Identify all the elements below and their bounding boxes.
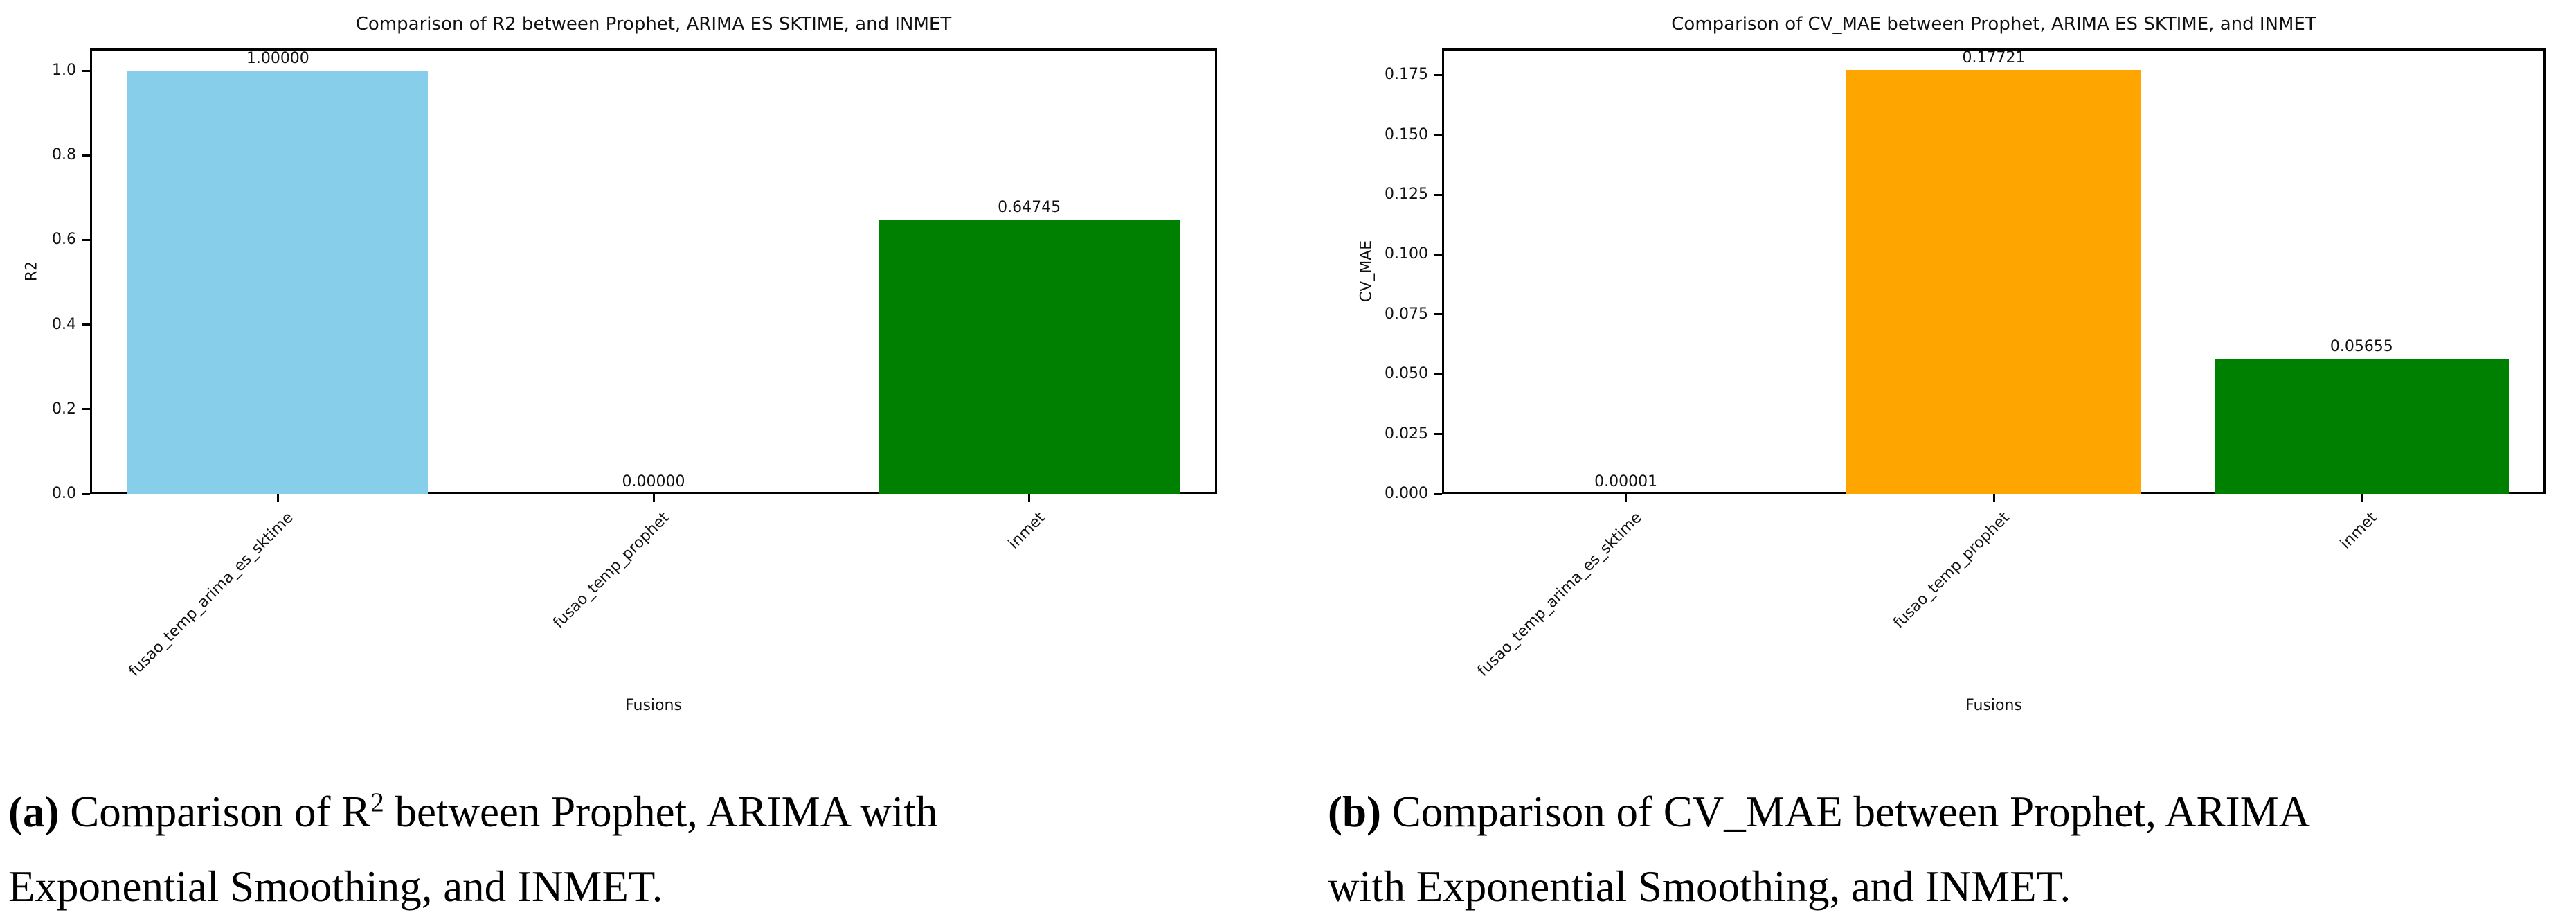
- x-tick: [2360, 494, 2363, 502]
- caption-a: (a) Comparison of R2 between Prophet, AR…: [8, 774, 1116, 924]
- bar-value-label: 0.00001: [1594, 472, 1658, 490]
- y-tick-label: 0.000: [1385, 485, 1428, 502]
- chart-cvmae-xlabel: Fusions: [1965, 697, 2022, 714]
- x-tick: [1992, 494, 1995, 502]
- chart-r2: Comparison of R2 between Prophet, ARIMA …: [0, 0, 1288, 748]
- y-tick: [1434, 492, 1442, 495]
- y-tick: [1434, 73, 1442, 76]
- bar: [1846, 69, 2141, 494]
- chart-cvmae: Comparison of CV_MAE between Prophet, AR…: [1288, 0, 2576, 748]
- y-tick: [82, 408, 90, 411]
- y-tick: [82, 154, 90, 157]
- x-tick: [1625, 494, 1628, 502]
- chart-r2-ylabel: R2: [23, 260, 41, 281]
- y-tick-label: 0.175: [1385, 66, 1428, 84]
- y-tick: [1434, 253, 1442, 256]
- y-tick-label: 0.0: [52, 485, 76, 502]
- x-tick: [652, 494, 655, 502]
- y-tick: [82, 492, 90, 495]
- x-tick: [276, 494, 279, 502]
- caption-a-line2: Exponential Smoothing, and INMET.: [8, 862, 663, 911]
- y-tick: [82, 323, 90, 326]
- y-tick-label: 0.150: [1385, 125, 1428, 143]
- bar-value-label: 1.00000: [246, 50, 309, 67]
- caption-b-line2: with Exponential Smoothing, and INMET.: [1328, 862, 2071, 911]
- y-tick: [82, 69, 90, 72]
- y-tick-label: 0.075: [1385, 305, 1428, 323]
- bar: [2214, 358, 2509, 494]
- y-tick-label: 0.2: [52, 400, 76, 418]
- y-tick-label: 0.4: [52, 315, 76, 333]
- caption-b-text: Comparison of CV_MAE between Prophet, AR…: [1381, 788, 2311, 836]
- bar-value-label: 0.64745: [998, 199, 1061, 217]
- bar: [879, 220, 1180, 494]
- y-tick-label: 0.050: [1385, 365, 1428, 383]
- bar-value-label: 0.05655: [2330, 337, 2393, 355]
- y-tick-label: 0.100: [1385, 245, 1428, 263]
- bar-value-label: 0.00000: [622, 473, 685, 490]
- y-tick-label: 0.025: [1385, 425, 1428, 443]
- y-tick: [1434, 373, 1442, 375]
- chart-cvmae-title: Comparison of CV_MAE between Prophet, AR…: [1671, 14, 2316, 35]
- caption-a-text-cont: between Prophet, ARIMA with: [384, 788, 938, 836]
- bar-value-label: 0.17721: [1962, 48, 2026, 66]
- chart-r2-xlabel: Fusions: [625, 697, 682, 714]
- caption-a-text: Comparison of R: [59, 788, 371, 836]
- caption-b: (b) Comparison of CV_MAE between Prophet…: [1328, 774, 2546, 924]
- y-tick-label: 0.8: [52, 146, 76, 164]
- y-tick-label: 0.125: [1385, 186, 1428, 204]
- x-tick: [1028, 494, 1031, 502]
- chart-r2-title: Comparison of R2 between Prophet, ARIMA …: [355, 14, 952, 35]
- y-tick: [1434, 433, 1442, 436]
- bar: [127, 71, 429, 494]
- y-tick-label: 1.0: [52, 62, 76, 79]
- y-tick: [1434, 193, 1442, 196]
- y-tick: [1434, 313, 1442, 316]
- caption-a-label: (a): [8, 788, 60, 836]
- caption-a-superscript: 2: [370, 788, 384, 817]
- y-tick-label: 0.6: [52, 231, 76, 249]
- y-tick: [82, 238, 90, 241]
- caption-b-label: (b): [1328, 788, 1381, 836]
- y-tick: [1434, 134, 1442, 136]
